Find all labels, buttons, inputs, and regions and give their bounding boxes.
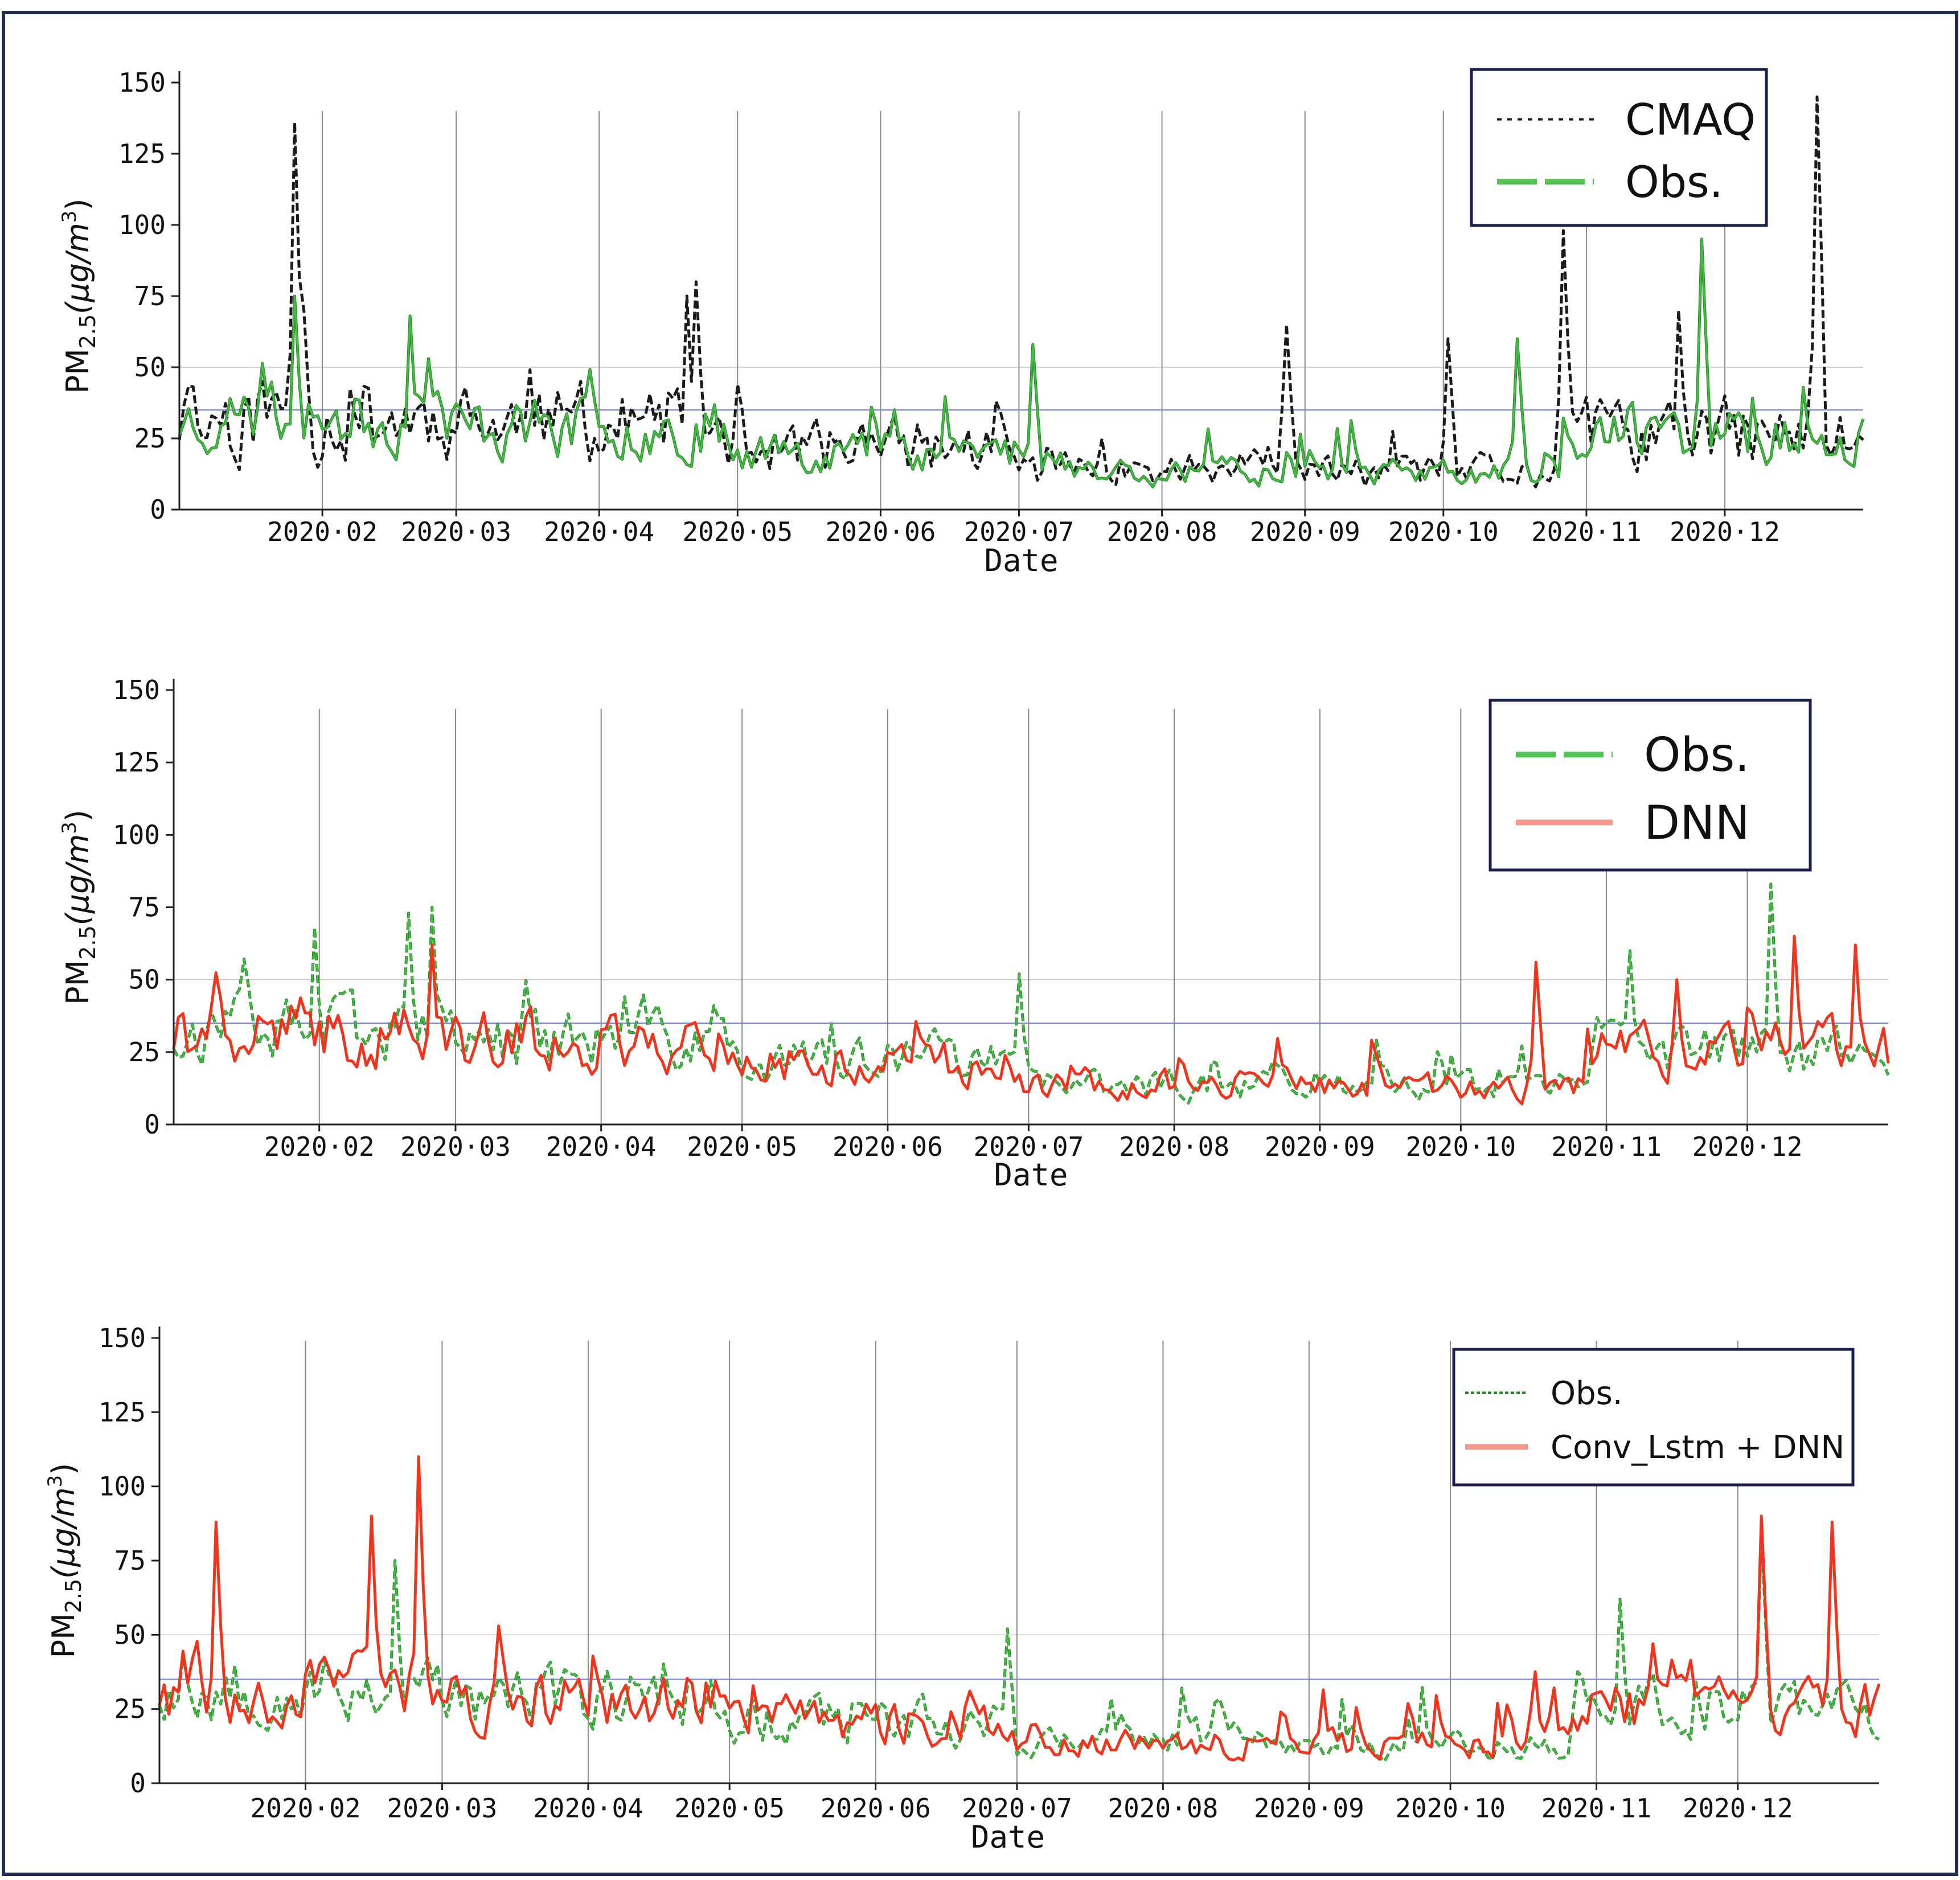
legend-label: Obs. (1625, 157, 1723, 207)
x-tick-label: 2020·07 (973, 1131, 1084, 1162)
x-axis-label: Date (984, 543, 1058, 578)
y-tick-label: 125 (113, 747, 160, 778)
series-line-dnn (172, 934, 1890, 1106)
x-tick-label: 2020·04 (546, 1131, 657, 1162)
legend-label: Obs. (1551, 1375, 1623, 1412)
y-label-superscript: 3 (44, 1475, 67, 1488)
x-tick-label: 2020·02 (251, 1793, 361, 1824)
y-tick-label: 0 (144, 1109, 160, 1140)
x-tick-label: 2020·08 (1107, 516, 1217, 547)
x-tick-label: 2020·06 (833, 1131, 943, 1162)
x-axis-label: Date (994, 1157, 1068, 1193)
x-tick-label: 2020·12 (1683, 1793, 1793, 1824)
y-tick-label: 0 (150, 494, 166, 525)
x-tick-label: 2020·07 (964, 516, 1075, 547)
y-tick-label: 25 (114, 1694, 146, 1725)
y-tick-label: 0 (130, 1768, 146, 1799)
y-label-main: PM (46, 1613, 81, 1658)
panel-cmaq-obs: 0 25 50 75 100 125 150 2020·02 2020·03 2020·04 202… (58, 67, 1865, 578)
y-label-main: PM (60, 348, 96, 393)
y-label-close: ) (46, 1463, 81, 1475)
y-tick-label: 25 (134, 423, 166, 454)
x-tick-label: 2020·05 (682, 516, 793, 547)
y-label-superscript: 3 (58, 822, 81, 834)
series-line-obs- (158, 1529, 1880, 1763)
y-tick-label: 75 (129, 892, 160, 923)
legend-label: DNN (1644, 796, 1750, 850)
legend-box (1489, 699, 1812, 872)
x-tick-label: 2020·10 (1405, 1131, 1516, 1162)
series-line-obs-light (158, 1530, 1880, 1763)
y-label-unit: (μg/m (46, 1487, 81, 1579)
y-tick-label: 75 (114, 1545, 146, 1576)
y-label-superscript: 3 (58, 211, 81, 223)
x-tick-label: 2020·04 (544, 516, 654, 547)
y-tick-label: 75 (134, 281, 166, 311)
x-tick-label: 2020·12 (1670, 516, 1780, 547)
y-tick-label: 125 (118, 138, 166, 169)
x-tick-label: 2020·07 (962, 1793, 1072, 1824)
x-axis-label: Date (971, 1819, 1045, 1855)
x-tick-label: 2020·10 (1395, 1793, 1506, 1824)
y-label-close: ) (60, 810, 96, 822)
x-tick-label: 2020·10 (1388, 516, 1499, 547)
x-tick-label: 2020·02 (267, 516, 378, 547)
y-axis-label: PM2.5(μg/m3) (44, 1463, 86, 1659)
panel-obs-dnn: 0 25 50 75 100 125 150 2020·02 2020·03 2020·04 202… (58, 675, 1890, 1193)
y-tick-label: 150 (118, 67, 166, 98)
legend-box (1470, 68, 1768, 227)
x-tick-label: 2020·05 (687, 1131, 797, 1162)
x-tick-label: 2020·11 (1551, 1131, 1662, 1162)
y-tick-label: 100 (99, 1471, 146, 1502)
y-axis-label: PM2.5(μg/m3) (58, 199, 100, 394)
y-label-close: ) (60, 199, 96, 211)
x-tick-label: 2020·11 (1541, 1793, 1652, 1824)
x-tick-label: 2020·09 (1254, 1793, 1364, 1824)
y-tick-label: 50 (134, 352, 166, 383)
y-tick-label: 150 (113, 675, 160, 705)
x-tick-label: 2020·08 (1108, 1793, 1218, 1824)
y-axis-label: PM2.5(μg/m3) (58, 810, 100, 1005)
series-line-obs- (178, 237, 1865, 489)
legend-label: Obs. (1644, 728, 1749, 782)
y-tick-label: 50 (114, 1619, 146, 1650)
figure-frame (2, 11, 1958, 1876)
legend-label: Conv_Lstm + DNN (1551, 1429, 1844, 1466)
legend-label: CMAQ (1625, 94, 1756, 145)
y-tick-label: 100 (118, 210, 166, 240)
y-label-unit: (μg/m (60, 834, 96, 926)
x-tick-label: 2020·09 (1250, 516, 1360, 547)
x-tick-label: 2020·06 (825, 516, 936, 547)
y-label-unit: (μg/m (60, 223, 96, 314)
x-tick-label: 2020·02 (264, 1131, 375, 1162)
legend-box (1452, 1348, 1855, 1487)
y-label-main: PM (60, 960, 96, 1005)
y-tick-label: 150 (99, 1323, 146, 1353)
x-tick-label: 2020·11 (1531, 516, 1642, 547)
series-line-obs-light (173, 883, 1889, 1104)
y-label-subscript: 2.5 (75, 314, 100, 348)
y-tick-label: 100 (113, 819, 160, 850)
y-tick-label: 25 (129, 1037, 160, 1068)
y-label-subscript: 2.5 (61, 1579, 86, 1613)
series-line-conv-lstm-dnn (158, 1455, 1881, 1762)
x-tick-label: 2020·05 (674, 1793, 785, 1824)
x-tick-label: 2020·03 (400, 1131, 511, 1162)
x-tick-label: 2020·12 (1692, 1131, 1803, 1162)
x-tick-label: 2020·03 (387, 1793, 498, 1824)
y-tick-label: 50 (129, 964, 160, 995)
x-tick-label: 2020·08 (1119, 1131, 1229, 1162)
x-tick-label: 2020·04 (533, 1793, 643, 1824)
x-tick-label: 2020·09 (1265, 1131, 1375, 1162)
x-tick-label: 2020·03 (401, 516, 511, 547)
y-tick-label: 125 (99, 1397, 146, 1427)
x-tick-label: 2020·06 (821, 1793, 931, 1824)
panel-obs-convlstm-dnn: 0 25 50 75 100 125 150 2020·02 2020·03 2020·04 202… (44, 1323, 1881, 1855)
series-line-obs-light (178, 238, 1864, 488)
series-line-cmaq (178, 95, 1864, 489)
y-label-subscript: 2.5 (75, 925, 100, 959)
